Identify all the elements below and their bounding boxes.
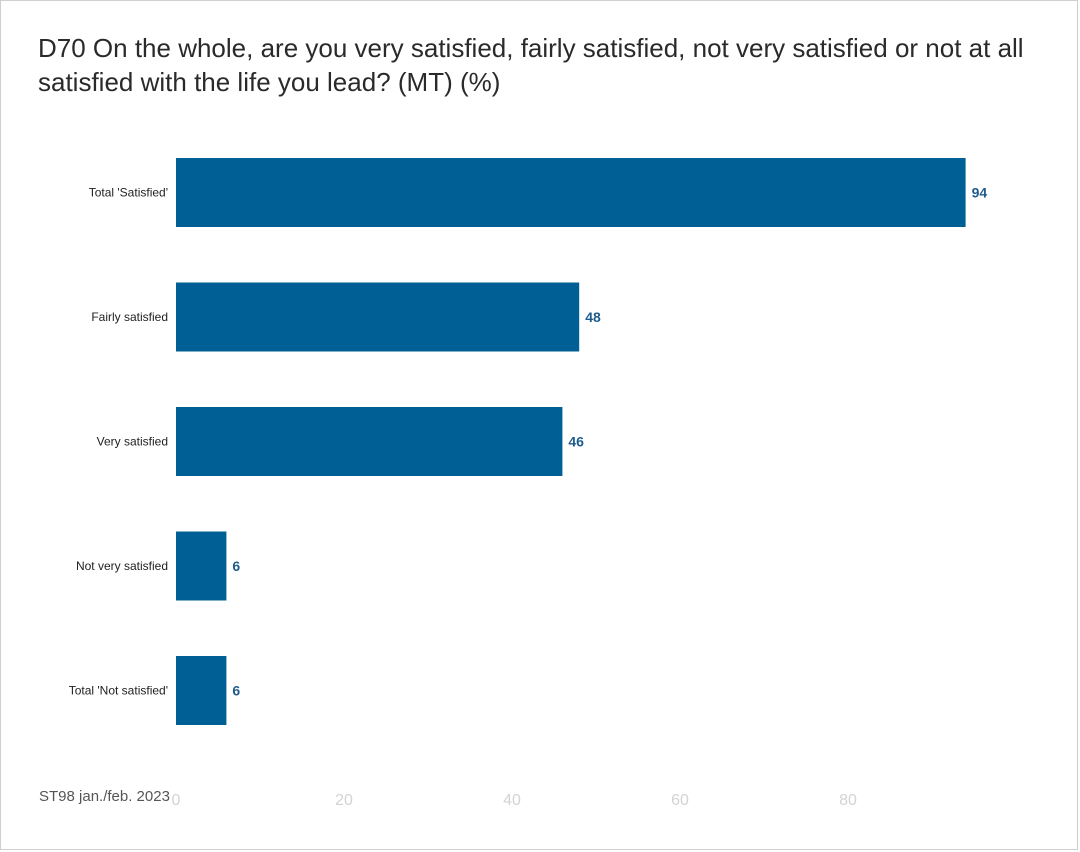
bar: [176, 158, 966, 227]
x-tick-label: 0: [172, 792, 181, 809]
bar: [176, 282, 580, 352]
value-label: 6: [232, 683, 240, 699]
category-label: Total 'Not satisfied': [69, 684, 168, 698]
bar: [176, 531, 227, 601]
category-label: Total 'Satisfied': [89, 186, 168, 200]
x-tick-label: 80: [839, 792, 857, 809]
chart-title: D70 On the whole, are you very satisfied…: [38, 33, 1024, 97]
x-tick-label: 40: [503, 792, 521, 809]
value-label: 94: [972, 185, 988, 201]
category-label: Not very satisfied: [76, 559, 168, 573]
bar: [176, 407, 563, 476]
category-label: Very satisfied: [97, 435, 168, 449]
x-tick-label: 60: [671, 792, 689, 809]
bar: [176, 656, 227, 725]
value-label: 48: [585, 309, 601, 325]
value-label: 46: [568, 434, 584, 450]
source-note: ST98 jan./feb. 2023: [39, 788, 170, 805]
category-label: Fairly satisfied: [91, 310, 168, 324]
value-label: 6: [232, 558, 240, 574]
x-tick-label: 20: [335, 792, 353, 809]
